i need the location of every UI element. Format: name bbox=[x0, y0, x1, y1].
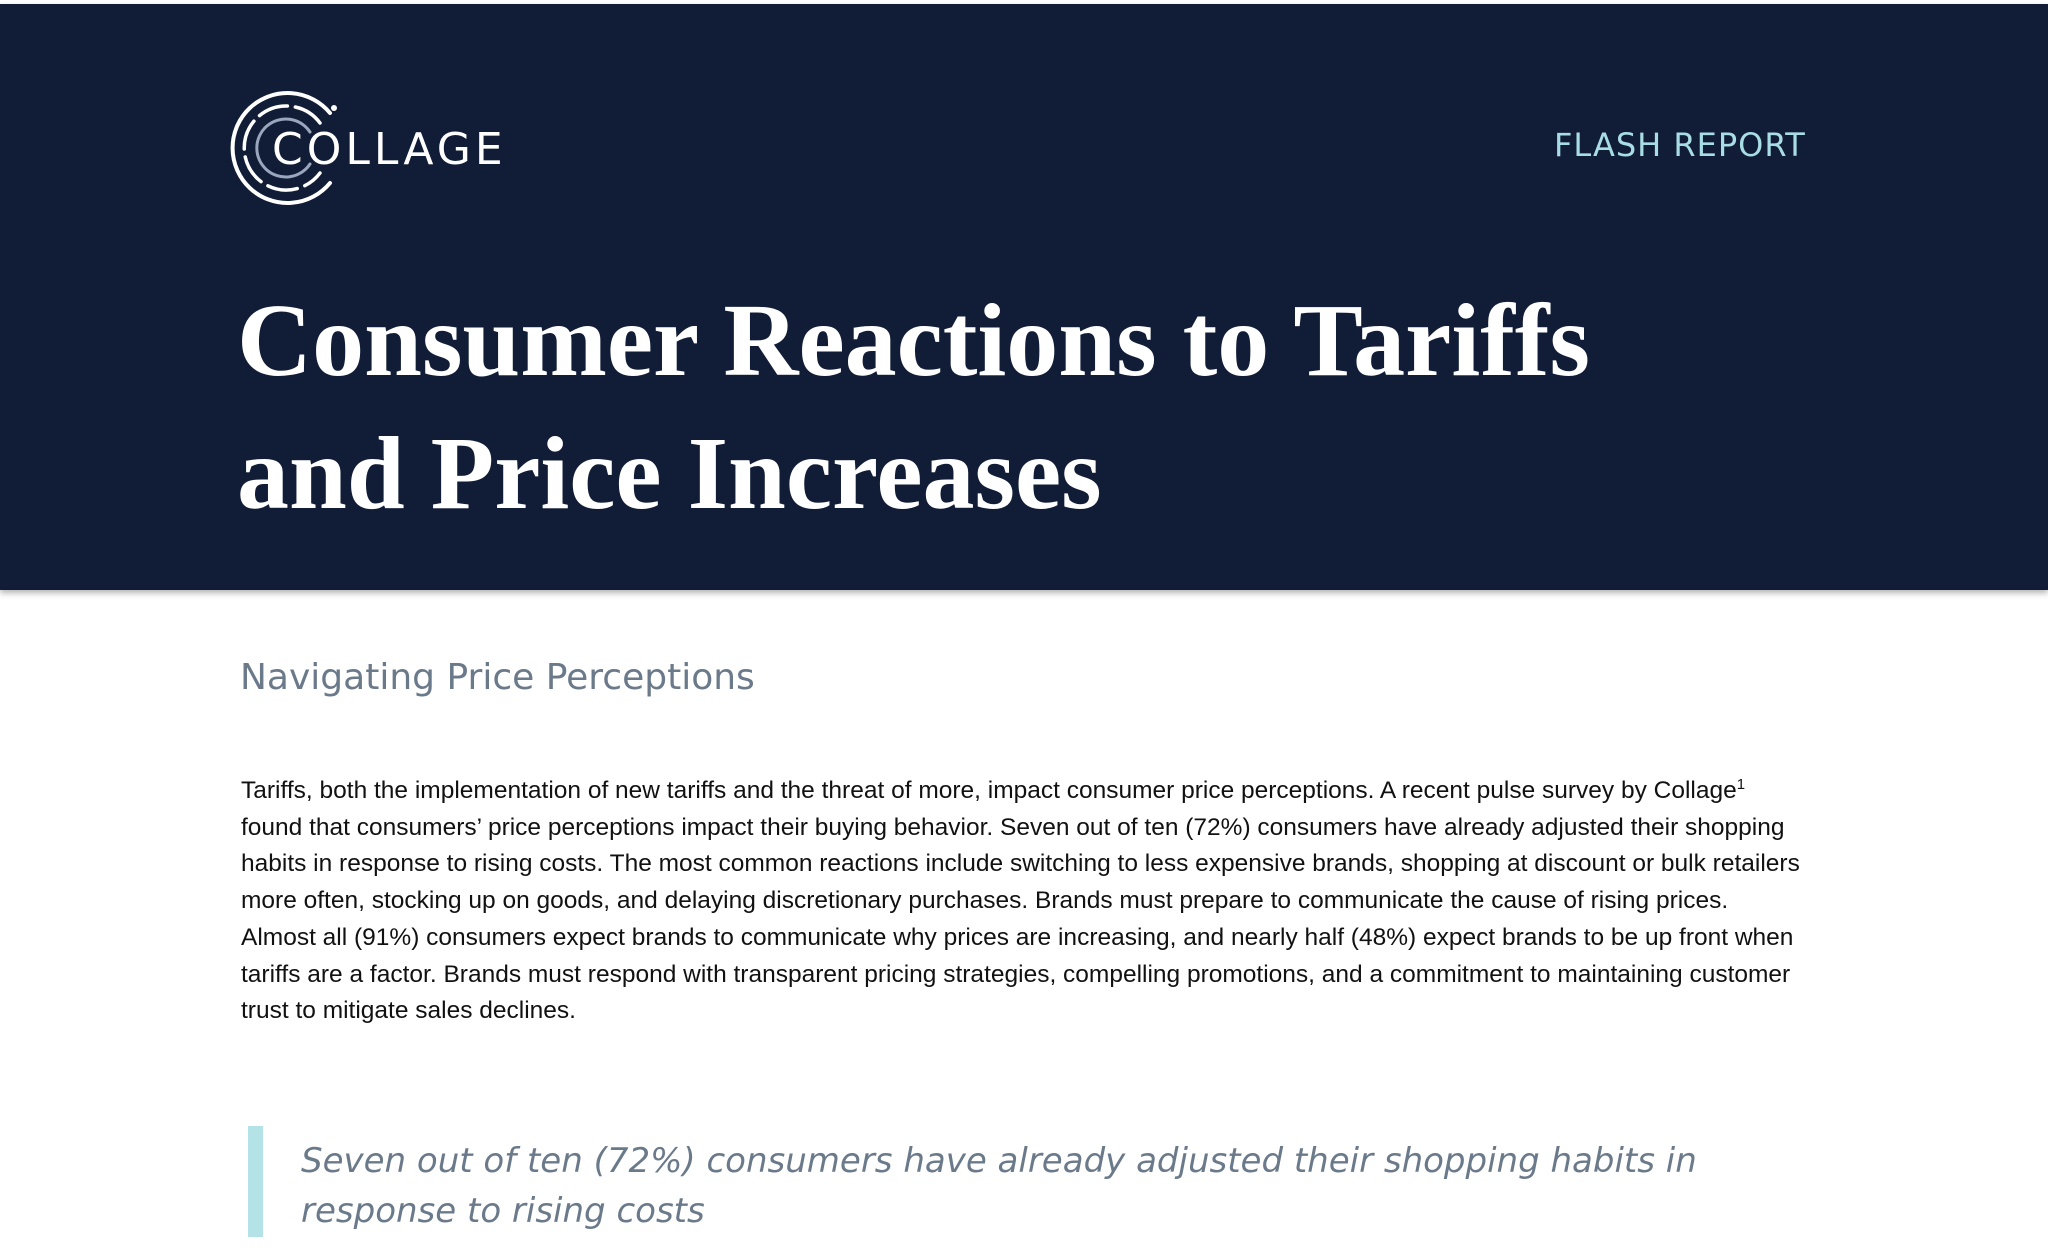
header: COLLAGE FLASH REPORT Consumer Reactions … bbox=[0, 4, 2048, 590]
report-label: FLASH REPORT bbox=[1554, 126, 1806, 164]
text: Tariffs, both the implementation of new … bbox=[241, 777, 1737, 804]
logo: COLLAGE bbox=[230, 91, 507, 205]
text: found that consumers’ price perceptions … bbox=[241, 813, 1800, 1025]
quote-bar bbox=[248, 1126, 263, 1237]
logo-text: COLLAGE bbox=[272, 124, 507, 175]
section-heading: Navigating Price Perceptions bbox=[240, 657, 755, 698]
footnote-marker: 1 bbox=[1736, 776, 1746, 793]
paragraph: Tariffs, both the implementation of new … bbox=[241, 773, 1806, 1030]
title: Consumer Reactions to Tariffs and Price … bbox=[237, 283, 1590, 531]
pull-quote: Seven out of ten (72%) consumers have al… bbox=[301, 1141, 1697, 1231]
